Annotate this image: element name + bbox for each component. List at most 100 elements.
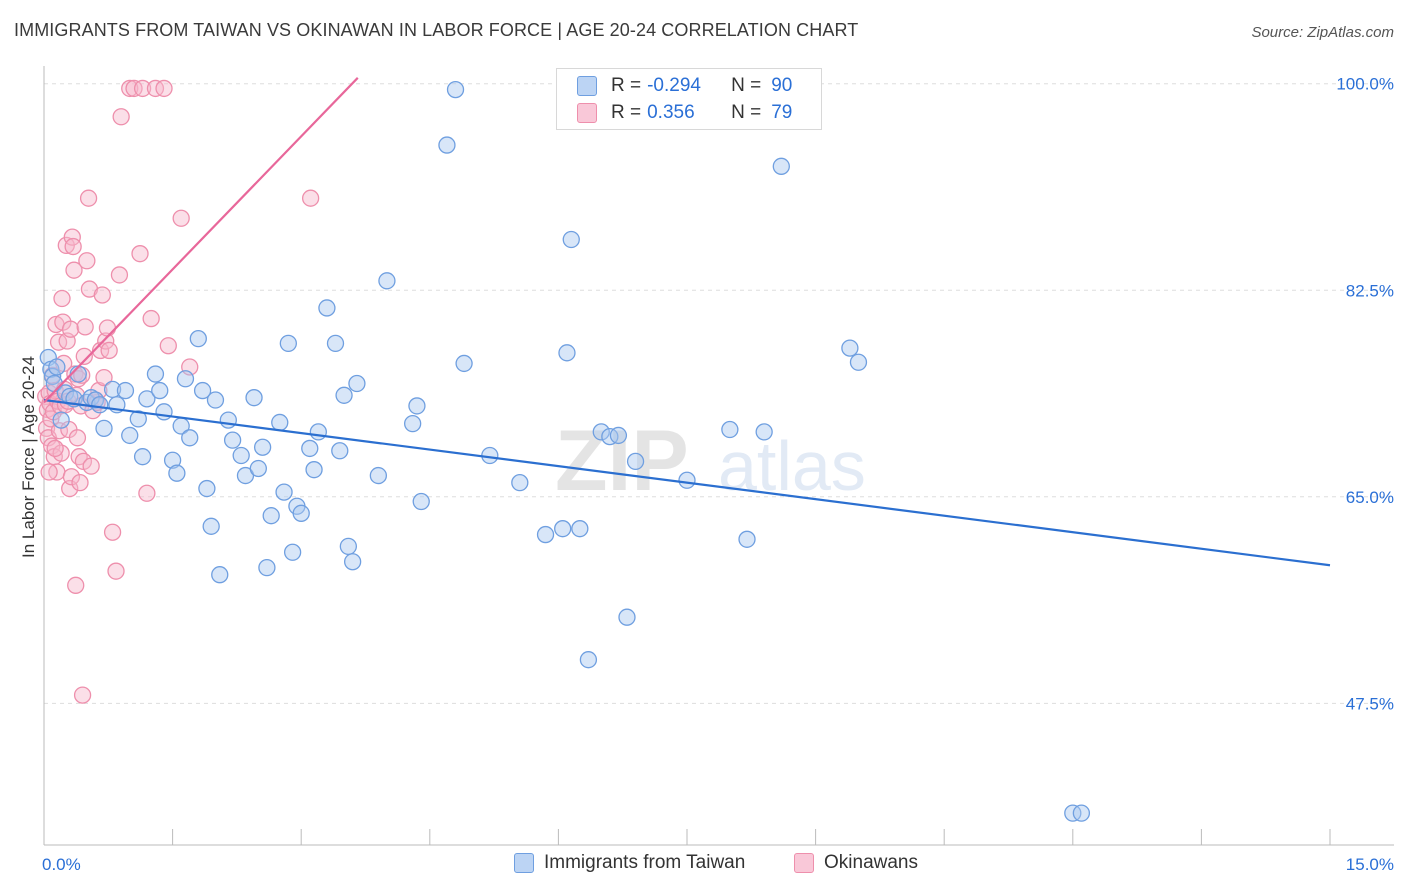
taiwan-point (206, 391, 225, 409)
taiwan-point (129, 410, 147, 428)
okinawans-point (40, 463, 58, 481)
okinawans-point (71, 473, 89, 492)
source-label: Source: ZipAtlas.com (1251, 24, 1394, 41)
okinawans-point (82, 457, 100, 475)
taiwan-point (348, 374, 366, 393)
y-axis-label: In Labor Force | Age 20-24 (19, 356, 38, 558)
taiwan-point (536, 525, 555, 544)
taiwan-point (369, 466, 388, 485)
taiwan-points (39, 80, 1091, 822)
okinawans-point (172, 209, 190, 227)
legend-n-value: 90 (771, 75, 793, 96)
okinawans-point (155, 79, 173, 98)
taiwan-point (232, 446, 250, 465)
taiwan-point (326, 334, 345, 353)
taiwan-point (168, 464, 186, 482)
legend-row-taiwan: R = -0.294 N = 90 (577, 73, 792, 99)
taiwan-point (43, 367, 62, 386)
taiwan-point (412, 492, 430, 511)
taiwan-point (91, 396, 109, 414)
correlation-legend: R = -0.294 N = 90 R = 0.356 N = 79 (556, 68, 822, 130)
taiwan-point (446, 80, 465, 99)
taiwan-point (849, 353, 868, 371)
okinawans-point (98, 319, 117, 337)
taiwan-point (511, 473, 529, 492)
legend-n-label: N = (731, 102, 762, 123)
taiwan-point (841, 339, 859, 357)
taiwan-point (163, 451, 182, 469)
legend-r-label: R = (611, 75, 642, 96)
taiwan-point (335, 386, 353, 404)
taiwan-point (301, 439, 319, 458)
axes (43, 66, 1394, 846)
taiwan-trend-line (43, 398, 1331, 567)
okinawans-point (65, 261, 83, 279)
taiwan-point (279, 334, 297, 353)
okinawans-point (95, 368, 113, 387)
legend-r-value: 0.356 (647, 102, 695, 123)
okinawans-point (53, 289, 71, 308)
okinawans-point (112, 108, 130, 126)
taiwan-point (309, 423, 327, 441)
taiwan-point (579, 651, 598, 669)
okinawans-point (63, 228, 81, 246)
taiwan-point (601, 427, 619, 446)
taiwan-point (219, 411, 237, 429)
legend-swatch-taiwan (514, 853, 534, 873)
okinawans-point (67, 576, 85, 594)
taiwan-point (245, 389, 263, 407)
legend-n-label: N = (731, 75, 762, 96)
taiwan-point (155, 403, 173, 421)
okinawans-points (37, 79, 320, 704)
okinawans-point (68, 429, 87, 447)
taiwan-point (305, 461, 323, 479)
taiwan-point (772, 157, 790, 175)
okinawans-point (131, 245, 149, 263)
taiwan-point (116, 381, 135, 400)
okinawans-point (103, 523, 122, 541)
okinawans-point (46, 439, 64, 458)
okinawans-point (93, 286, 111, 304)
taiwan-point (146, 365, 165, 383)
taiwan-point (755, 423, 773, 441)
legend-n-value: 79 (771, 102, 793, 123)
taiwan-point (678, 471, 696, 489)
taiwan-point (738, 530, 756, 548)
taiwan-point (258, 558, 276, 577)
taiwan-point (133, 448, 152, 466)
legend-swatch-taiwan (577, 76, 597, 96)
taiwan-point (571, 520, 589, 538)
taiwan-point (339, 537, 358, 556)
taiwan-point (138, 390, 156, 408)
okinawans-point (73, 686, 92, 704)
legend-item-taiwan[interactable]: Immigrants from Taiwan (514, 852, 745, 874)
okinawans-point (78, 252, 96, 270)
legend-label-taiwan: Immigrants from Taiwan (544, 852, 746, 873)
taiwan-point (378, 272, 396, 290)
legend-item-okinawans[interactable]: Okinawans (794, 852, 918, 874)
taiwan-point (202, 517, 220, 535)
taiwan-point (121, 426, 139, 445)
legend-row-okinawans: R = 0.356 N = 79 (577, 100, 792, 126)
okinawans-point (76, 318, 94, 336)
x-tick-label: 0.0% (42, 855, 81, 874)
taiwan-point (95, 419, 113, 438)
taiwan-point (275, 483, 293, 501)
taiwan-point (249, 459, 267, 478)
taiwan-point (48, 358, 66, 376)
trend-lines (43, 77, 1331, 567)
taiwan-point (52, 411, 70, 429)
taiwan-point (193, 381, 212, 400)
taiwan-point (618, 608, 636, 626)
y-tick-label: 100.0% (1336, 75, 1394, 94)
legend-swatch-okinawans (577, 103, 597, 123)
okinawans-point (64, 237, 82, 256)
taiwan-point (181, 429, 199, 447)
okinawans-point (110, 266, 129, 284)
okinawans-point (133, 79, 152, 98)
okinawans-point (159, 337, 177, 355)
taiwan-point (404, 414, 422, 433)
taiwan-point (721, 420, 739, 439)
okinawans-trend-line (43, 77, 359, 404)
